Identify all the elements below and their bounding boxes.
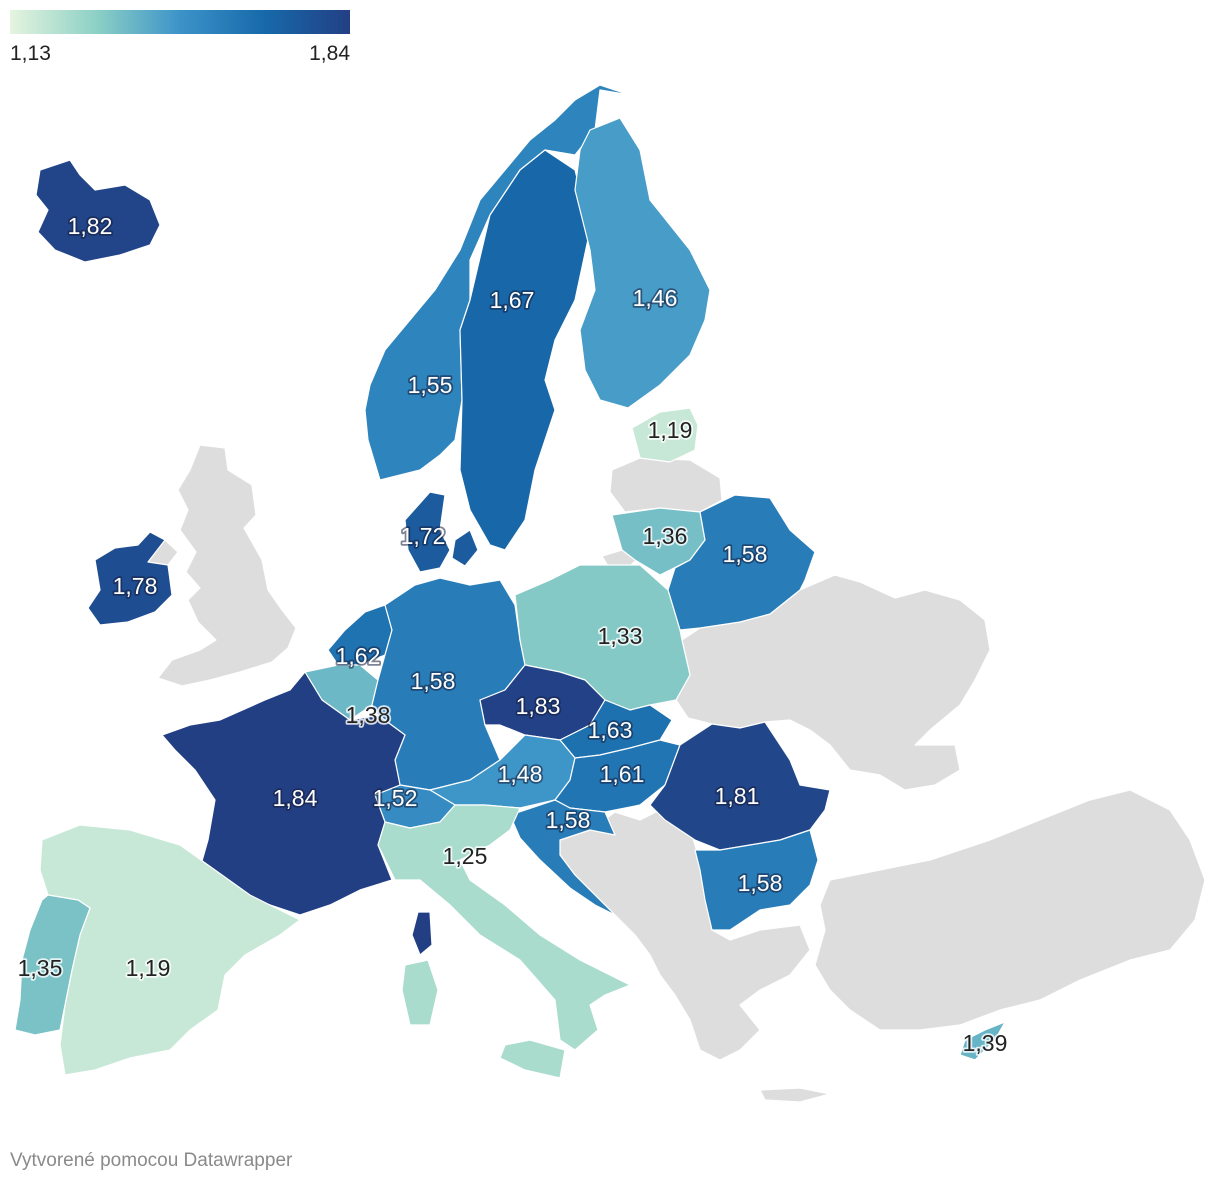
value-label-cyprus: 1,39 (963, 1030, 1008, 1056)
region-slovenia-croatia (509, 799, 616, 916)
region-bulgaria (694, 829, 819, 931)
value-label-romania: 1,81 (715, 783, 760, 809)
value-label-finland: 1,46 (633, 285, 678, 311)
region-italy-part (401, 959, 439, 1026)
value-label-denmark: 1,72 (401, 523, 446, 549)
region-cyprus (959, 1021, 1006, 1061)
crete-shape (759, 1087, 831, 1103)
value-label-portugal: 1,35 (18, 955, 63, 981)
region-france-part (411, 911, 433, 956)
value-label-netherlands: 1,62 (336, 643, 381, 669)
region-iceland (35, 159, 161, 263)
latvia-shape (609, 457, 723, 513)
region-sweden (459, 149, 591, 551)
value-label-poland: 1,33 (598, 623, 643, 649)
value-label-slovenia-croatia: 1,58 (546, 807, 591, 833)
credit-text: Vytvorené pomocou Datawrapper (10, 1150, 293, 1171)
uk-shape (157, 444, 297, 687)
region-estonia (631, 407, 699, 463)
region-belarus (667, 494, 816, 631)
color-legend: 1,13 1,84 (10, 10, 350, 65)
no-data-countries (139, 444, 1206, 1103)
region-finland (574, 117, 711, 409)
value-label-france: 1,84 (273, 785, 318, 811)
value-label-hungary: 1,61 (600, 761, 645, 787)
value-label-czechia: 1,83 (516, 693, 561, 719)
value-label-austria: 1,48 (498, 761, 543, 787)
region-romania (649, 721, 831, 851)
value-label-spain: 1,19 (126, 955, 171, 981)
value-label-italy: 1,25 (443, 843, 488, 869)
region-portugal (14, 894, 91, 1036)
legend-max-label: 1,84 (309, 42, 350, 65)
value-label-germany: 1,58 (411, 668, 456, 694)
value-label-bulgaria: 1,58 (738, 870, 783, 896)
region-hungary (554, 739, 681, 813)
legend-min-label: 1,13 (10, 42, 51, 65)
region-denmark (404, 491, 451, 573)
value-label-iceland: 1,82 (68, 213, 113, 239)
legend-gradient-bar (10, 10, 350, 34)
value-label-lithuania: 1,36 (643, 523, 688, 549)
value-label-ireland: 1,78 (113, 573, 158, 599)
turkey-shape (814, 789, 1206, 1031)
region-italy (377, 804, 631, 1051)
region-ireland (87, 531, 173, 626)
value-label-switzerland: 1,52 (373, 785, 418, 811)
value-label-belgium: 1,38 (346, 702, 391, 728)
region-denmark-part (451, 529, 479, 567)
value-label-slovakia: 1,63 (588, 717, 633, 743)
value-label-estonia: 1,19 (648, 417, 693, 443)
region-italy-part (499, 1039, 566, 1079)
region-norway (364, 84, 631, 481)
value-label-belarus: 1,58 (723, 541, 768, 567)
value-label-norway: 1,55 (408, 372, 453, 398)
value-label-sweden: 1,67 (490, 287, 535, 313)
